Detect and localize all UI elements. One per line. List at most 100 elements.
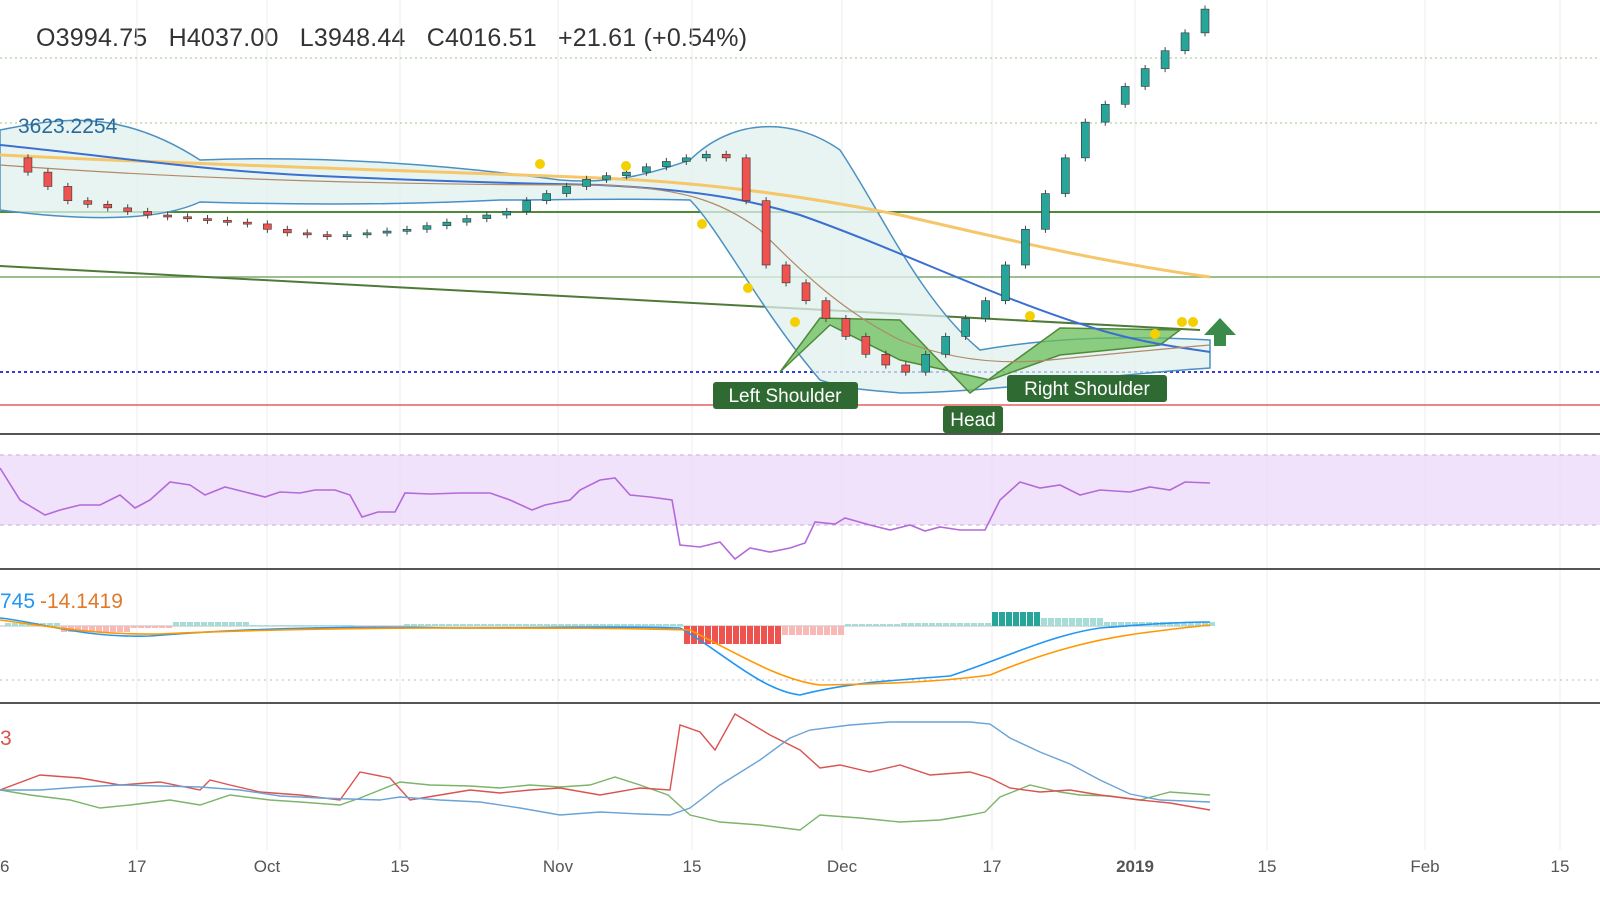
dmi-minus-line [0, 713, 1211, 811]
candle-body [302, 232, 312, 236]
macd-signal-line [0, 619, 1211, 686]
macd-bar [551, 624, 557, 626]
macd-bar [82, 626, 88, 632]
macd-bar [894, 624, 900, 626]
rsi-line [0, 467, 1211, 561]
macd-bar [215, 622, 221, 626]
x-tick-label: Oct [254, 857, 281, 876]
macd-bar [1062, 618, 1068, 626]
macd-bar [936, 623, 942, 626]
macd-bar [467, 624, 473, 626]
candle-body [203, 218, 212, 221]
x-tick-label: 2019 [1116, 857, 1154, 876]
macd-bar [89, 626, 95, 632]
macd-bar [516, 624, 522, 626]
macd-bar [1027, 612, 1033, 626]
macd-bar [803, 626, 809, 635]
macd-bar [670, 624, 676, 626]
macd-bar [796, 626, 802, 635]
macd-bar [733, 626, 739, 644]
macd-bar [173, 622, 179, 626]
macd-bar [152, 626, 158, 628]
macd-bar [572, 624, 578, 626]
macd-signal-label: -14.1419 [40, 590, 123, 613]
macd-bar [649, 624, 655, 626]
macd-bar [1125, 622, 1131, 626]
x-tick-label: Dec [827, 857, 858, 876]
macd-bar [103, 626, 109, 632]
horizontal-grid [0, 57, 1600, 124]
macd-bar [1013, 612, 1019, 626]
candle-body [282, 228, 292, 234]
macd-bar [194, 622, 200, 626]
candle-body [642, 166, 651, 173]
candle-body [721, 153, 731, 159]
candle-body [1081, 121, 1090, 159]
macd-bar [831, 626, 837, 635]
x-tick-label: Nov [543, 857, 574, 876]
candle-body [103, 203, 113, 209]
macd-bar [1202, 622, 1208, 626]
candle-body [342, 234, 352, 237]
macd-bar [131, 626, 137, 628]
macd-bar [488, 624, 494, 626]
macd-bar [530, 624, 536, 626]
macd-bar [75, 626, 81, 632]
macd-bar [425, 624, 431, 626]
macd-bar [817, 626, 823, 635]
macd-bar [110, 626, 116, 632]
macd-bar [1076, 618, 1082, 626]
x-tick-label: 6 [0, 857, 9, 876]
macd-bar [754, 626, 760, 644]
macd-bar [19, 623, 25, 626]
macd-bar [978, 623, 984, 626]
macd-bar [502, 624, 508, 626]
macd-bar [1020, 612, 1026, 626]
macd-bar [810, 626, 816, 635]
macd-bar [292, 625, 298, 626]
breakout-arrow-icon [1204, 318, 1236, 346]
macd-bar [740, 626, 746, 644]
macd-bar [712, 626, 718, 644]
macd-bar [607, 624, 613, 626]
candle-body [362, 232, 372, 236]
signal-markers [535, 159, 1198, 339]
macd-bar [1041, 618, 1047, 626]
left-shoulder-label: Left Shoulder [713, 382, 858, 409]
candle-body [801, 282, 811, 302]
macd-bar [859, 624, 865, 626]
macd-bar [663, 624, 669, 626]
macd-bar [117, 626, 123, 632]
candle-body [163, 214, 172, 218]
macd-bar [726, 626, 732, 644]
candle-body [462, 218, 472, 223]
dmi-panel: 3 [0, 713, 1211, 831]
macd-bar [1055, 618, 1061, 626]
macd-bar [306, 625, 312, 626]
dmi-value-label: 3 [0, 727, 12, 750]
macd-bar [404, 624, 410, 626]
candle-body [1180, 32, 1190, 52]
candle-body [1001, 264, 1010, 302]
macd-bar [341, 625, 347, 626]
macd-panel: 745 -14.1419 [0, 590, 1600, 696]
macd-bar [747, 626, 753, 644]
candle-body [701, 153, 711, 159]
ohlc-change: +21.61 (+0.54%) [557, 24, 748, 52]
neckline [0, 265, 1201, 331]
macd-bar [264, 625, 270, 626]
right-shoulder-label: Right Shoulder [1007, 375, 1167, 402]
macd-bar [236, 622, 242, 626]
macd-bar [12, 623, 18, 626]
rsi-panel [0, 454, 1600, 561]
macd-bar [166, 626, 172, 628]
macd-bar [922, 623, 928, 626]
macd-bar [5, 623, 11, 626]
macd-bar [271, 625, 277, 626]
macd-bar [1111, 622, 1117, 626]
x-tick-label: 17 [128, 857, 147, 876]
candle-body [941, 336, 950, 355]
x-tick-label: 15 [1258, 857, 1277, 876]
candle-body [901, 364, 911, 373]
